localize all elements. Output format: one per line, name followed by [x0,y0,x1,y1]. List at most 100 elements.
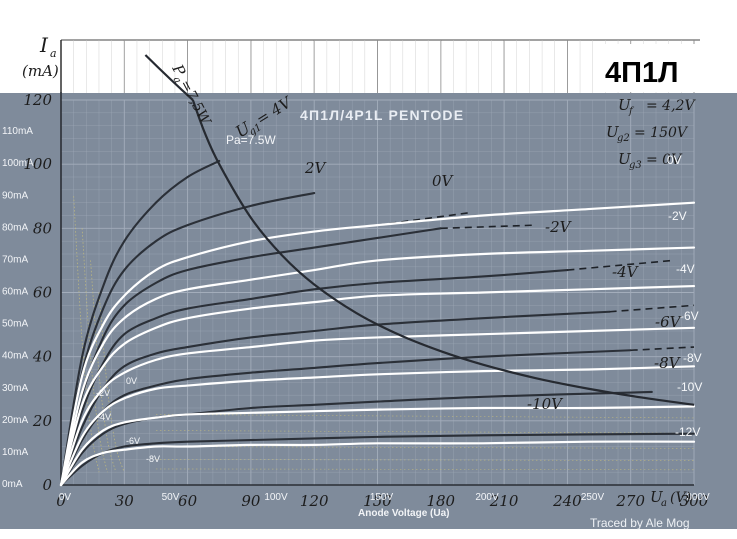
y-axis-symbol: I [39,33,49,57]
x-tick-label-v: 100V [264,492,288,503]
y-tick-label-ma: 0mA [2,479,23,490]
credit-text: Traced by Ale Mog [590,516,690,530]
y-tick-label-ma: 60mA [2,287,28,298]
scan-dashed-extension [440,224,536,230]
plot-grid [60,92,695,486]
scan-condition-symbol: U [618,150,632,168]
traced-curve-m2V [59,246,696,487]
scan-x-tick-label: 150 [363,492,392,510]
traced-curve-m10V [59,405,696,487]
scan-y-tick-label: 40 [32,348,53,366]
overlay-inner-label: -2V [96,388,110,398]
scan-x-tick-label: 210 [489,492,519,510]
scan-condition-sub: g3 [629,160,642,171]
x-tick-label-v: 300V [686,492,710,503]
scan-condition-sub: g2 [617,133,630,144]
scan-x-tick-label: 120 [300,492,329,510]
y-axis-subscript: a [50,47,57,60]
scan-y-tick-label: 80 [33,219,53,237]
scan-condition-sub: f [628,106,635,117]
scan-condition-value: = 0V [646,152,683,168]
scan-x-unit-sub: a [661,498,667,509]
x-axis-title: Anode Voltage (Ua) [358,508,449,519]
faint-dotted-curve [73,196,100,473]
overlay-curve-label: -12V [675,425,700,439]
scan-dashed-extension [567,259,673,271]
traced-curve-0V [59,201,696,487]
scan-condition-value: = 4,2V [646,98,696,114]
y-tick-label-ma: 50mA [2,319,28,330]
scan-curve-label: 2V [304,159,328,177]
faint-dotted-curve [90,260,117,473]
scan-y-tick-label: 20 [32,412,53,430]
faint-curves [73,196,695,473]
scan-x-tick-label: 0 [56,492,66,510]
traced-curve-m4V [59,284,696,487]
scan-curve-label: -2V [545,218,573,236]
faint-dotted-line [155,430,695,434]
scan-x-unit-suffix: (V) [670,490,691,506]
overlay-inner-label: 0V [126,376,137,386]
scan-dashed-extension [630,346,695,352]
y-tick-label-ma: 90mA [2,190,28,201]
overlay-curve-label: -8V [683,351,702,365]
scan-condition-symbol: U [618,96,632,114]
chart-title: 4П1Л/4P1L PENTODE [300,107,464,123]
scan-x-tick-label: 90 [241,492,261,510]
scan-curve-label: -10V [527,395,564,413]
scan-header [60,39,700,93]
scan-x-tick-label: 60 [178,492,198,510]
y-axis-title: I a (mA) [22,33,59,80]
y-tick-label-ma: 100mA [2,158,34,169]
x-tick-label-v: 0V [59,492,72,503]
y-axis-unit: (mA) [22,62,59,80]
y-tick-label-ma: 80mA [2,222,28,233]
scan-y-tick-label: 120 [23,91,52,109]
scan-condition-value: = 150V [634,125,689,141]
y-tick-label-ma: 10mA [2,447,28,458]
pa-overlay-label: Pa=7.5W [226,133,276,147]
overlay-curve-label: -2V [668,209,687,223]
power-hyperbola [191,99,695,406]
scan-curve-label: -4V [612,263,640,281]
scan-y-tick-label: 100 [23,155,52,173]
faint-dotted-line [155,414,695,419]
scan-curve-4V [59,159,221,487]
overlay-curve-label: 0V [667,153,682,167]
traced-curve-m6V [59,326,696,487]
scan-x-tick-label: 30 [115,492,135,510]
y-tick-label-ma: 70mA [2,254,28,265]
scan-condition-symbol: U [606,123,620,141]
scan-x-tick-label: 240 [552,492,582,510]
overlay-curve-label: -10V [677,380,702,394]
scan-y-tick-label: 0 [42,476,52,494]
curve-layer [59,54,696,487]
x-tick-label-v: 250V [581,492,605,503]
overlay-inner-label: -6V [126,436,140,446]
x-tick-label-v: 50V [162,492,180,503]
logo-backing [598,44,698,92]
scan-curve-label: 0V [432,172,455,190]
power-hyperbola-extension [144,54,194,101]
overlay-curve-label: -6V [680,309,699,323]
faint-dotted-line [155,446,695,449]
tube-logo: 4П1Л [605,57,678,89]
scan-pa-sub: a [171,75,184,85]
scan-x-tick-label: 270 [615,492,645,510]
y-tick-label-ma: 110mA [2,126,33,137]
scan-curve-m8V [59,390,653,487]
overlay-curve-label: -4V [676,262,695,276]
x-tick-label-v: 200V [475,492,499,503]
scan-x-tick-label: 300 [680,492,709,510]
scan-x-unit: U [650,488,664,506]
faint-dotted-line [155,458,695,461]
overlay-inner-label: -8V [146,454,160,464]
scan-curve-label: -6V [655,313,683,331]
scan-dashed-extension [609,304,695,313]
y-tick-label-ma: 30mA [2,383,28,394]
scan-curve-label: -8V [654,354,682,372]
scan-y-tick-label: 60 [33,284,53,302]
x-tick-label-v: 150V [370,492,394,503]
traced-curve-m8V [59,365,696,487]
